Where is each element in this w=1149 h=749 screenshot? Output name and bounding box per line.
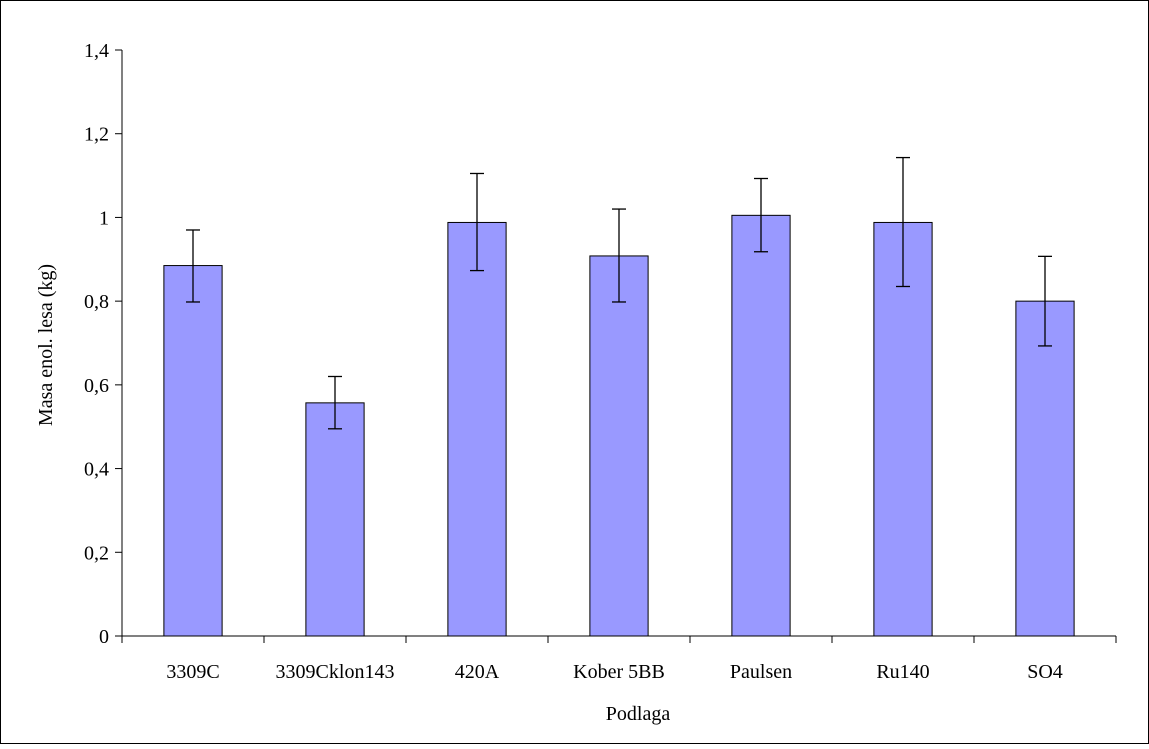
- y-axis: 0 0,2 0,4 0,6 0,8 1 1,2 1,4: [84, 40, 123, 648]
- y-tick-label: 1: [99, 207, 109, 229]
- error-bar: [754, 177, 768, 253]
- y-tick-label: 0,8: [84, 291, 109, 313]
- y-tick-label: 0: [99, 626, 109, 648]
- bar: [163, 265, 223, 637]
- x-tick-label: 420A: [455, 661, 500, 683]
- error-bar: [612, 208, 626, 303]
- y-tick-label: 1,2: [84, 124, 109, 146]
- bar: [589, 255, 649, 637]
- y-tick-label: 0,4: [84, 459, 109, 481]
- bars: [163, 214, 1075, 637]
- error-bar: [470, 172, 484, 272]
- bar: [447, 221, 507, 637]
- bar: [731, 214, 791, 637]
- x-tick-label: Ru140: [876, 661, 929, 683]
- x-tick-label: 3309C: [166, 661, 219, 683]
- x-tick-label: Kober 5BB: [573, 661, 665, 683]
- y-tick-label: 0,6: [84, 375, 109, 397]
- error-bar: [328, 375, 342, 430]
- x-tick-label: 3309Cklon143: [276, 661, 395, 683]
- error-bar: [1038, 255, 1052, 347]
- bar: [305, 402, 365, 637]
- error-bars: [186, 156, 1052, 430]
- y-axis-label: Masa enol. lesa (kg): [35, 264, 57, 426]
- x-axis-label: Podlaga: [606, 703, 671, 725]
- y-tick-label: 1,4: [84, 40, 109, 62]
- bar: [1015, 300, 1075, 637]
- x-tick-label: SO4: [1027, 661, 1063, 683]
- error-bar: [896, 156, 910, 288]
- error-bar: [186, 229, 200, 303]
- y-tick-label: 0,2: [84, 542, 109, 564]
- x-tick-label: Paulsen: [730, 661, 792, 683]
